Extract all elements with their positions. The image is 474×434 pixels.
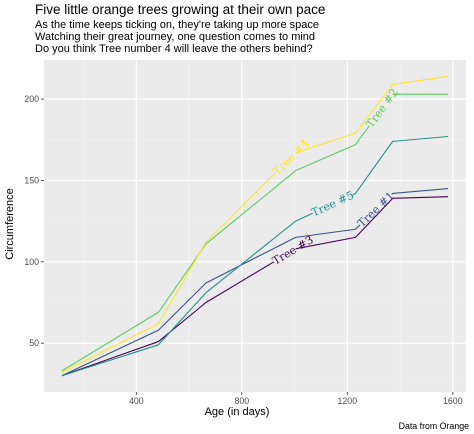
plot-panel <box>44 60 466 392</box>
series-line-tree-1 <box>61 188 449 377</box>
minor-gridlines <box>44 60 466 392</box>
y-tick-label: 200 <box>24 94 39 104</box>
series-line-tree-5 <box>61 135 449 377</box>
y-axis-title: Circumference <box>4 188 16 260</box>
y-tick-label: 50 <box>29 338 39 348</box>
y-tick-label: 100 <box>24 257 39 267</box>
series-line-tree-3 <box>61 196 449 377</box>
x-tick-label: 800 <box>234 396 249 406</box>
series-line-tree-2 <box>61 93 449 372</box>
chart-title: Five little orange trees growing at thei… <box>35 2 325 17</box>
chart-caption: Data from Orange <box>399 421 470 431</box>
chart-subtitle-line-2: Watching their great journey, one questi… <box>35 31 315 43</box>
chart-subtitle-line-3: Do you think Tree number 4 will leave th… <box>35 43 313 55</box>
series-lines <box>61 75 449 377</box>
y-axis-ticks: 50 100 150 200 <box>24 94 44 348</box>
chart-subtitle-line-1: As the time keeps ticking on, they're ta… <box>35 19 319 31</box>
series-line-tree-4 <box>61 75 449 373</box>
x-tick-label: 1600 <box>443 396 463 406</box>
x-tick-label: 1200 <box>338 396 358 406</box>
major-gridlines <box>44 60 466 392</box>
x-axis-title: Age (in days) <box>205 406 270 418</box>
x-tick-label: 400 <box>129 396 144 406</box>
y-tick-label: 150 <box>24 175 39 185</box>
x-axis-ticks: 400 800 1200 1600 <box>129 392 463 406</box>
